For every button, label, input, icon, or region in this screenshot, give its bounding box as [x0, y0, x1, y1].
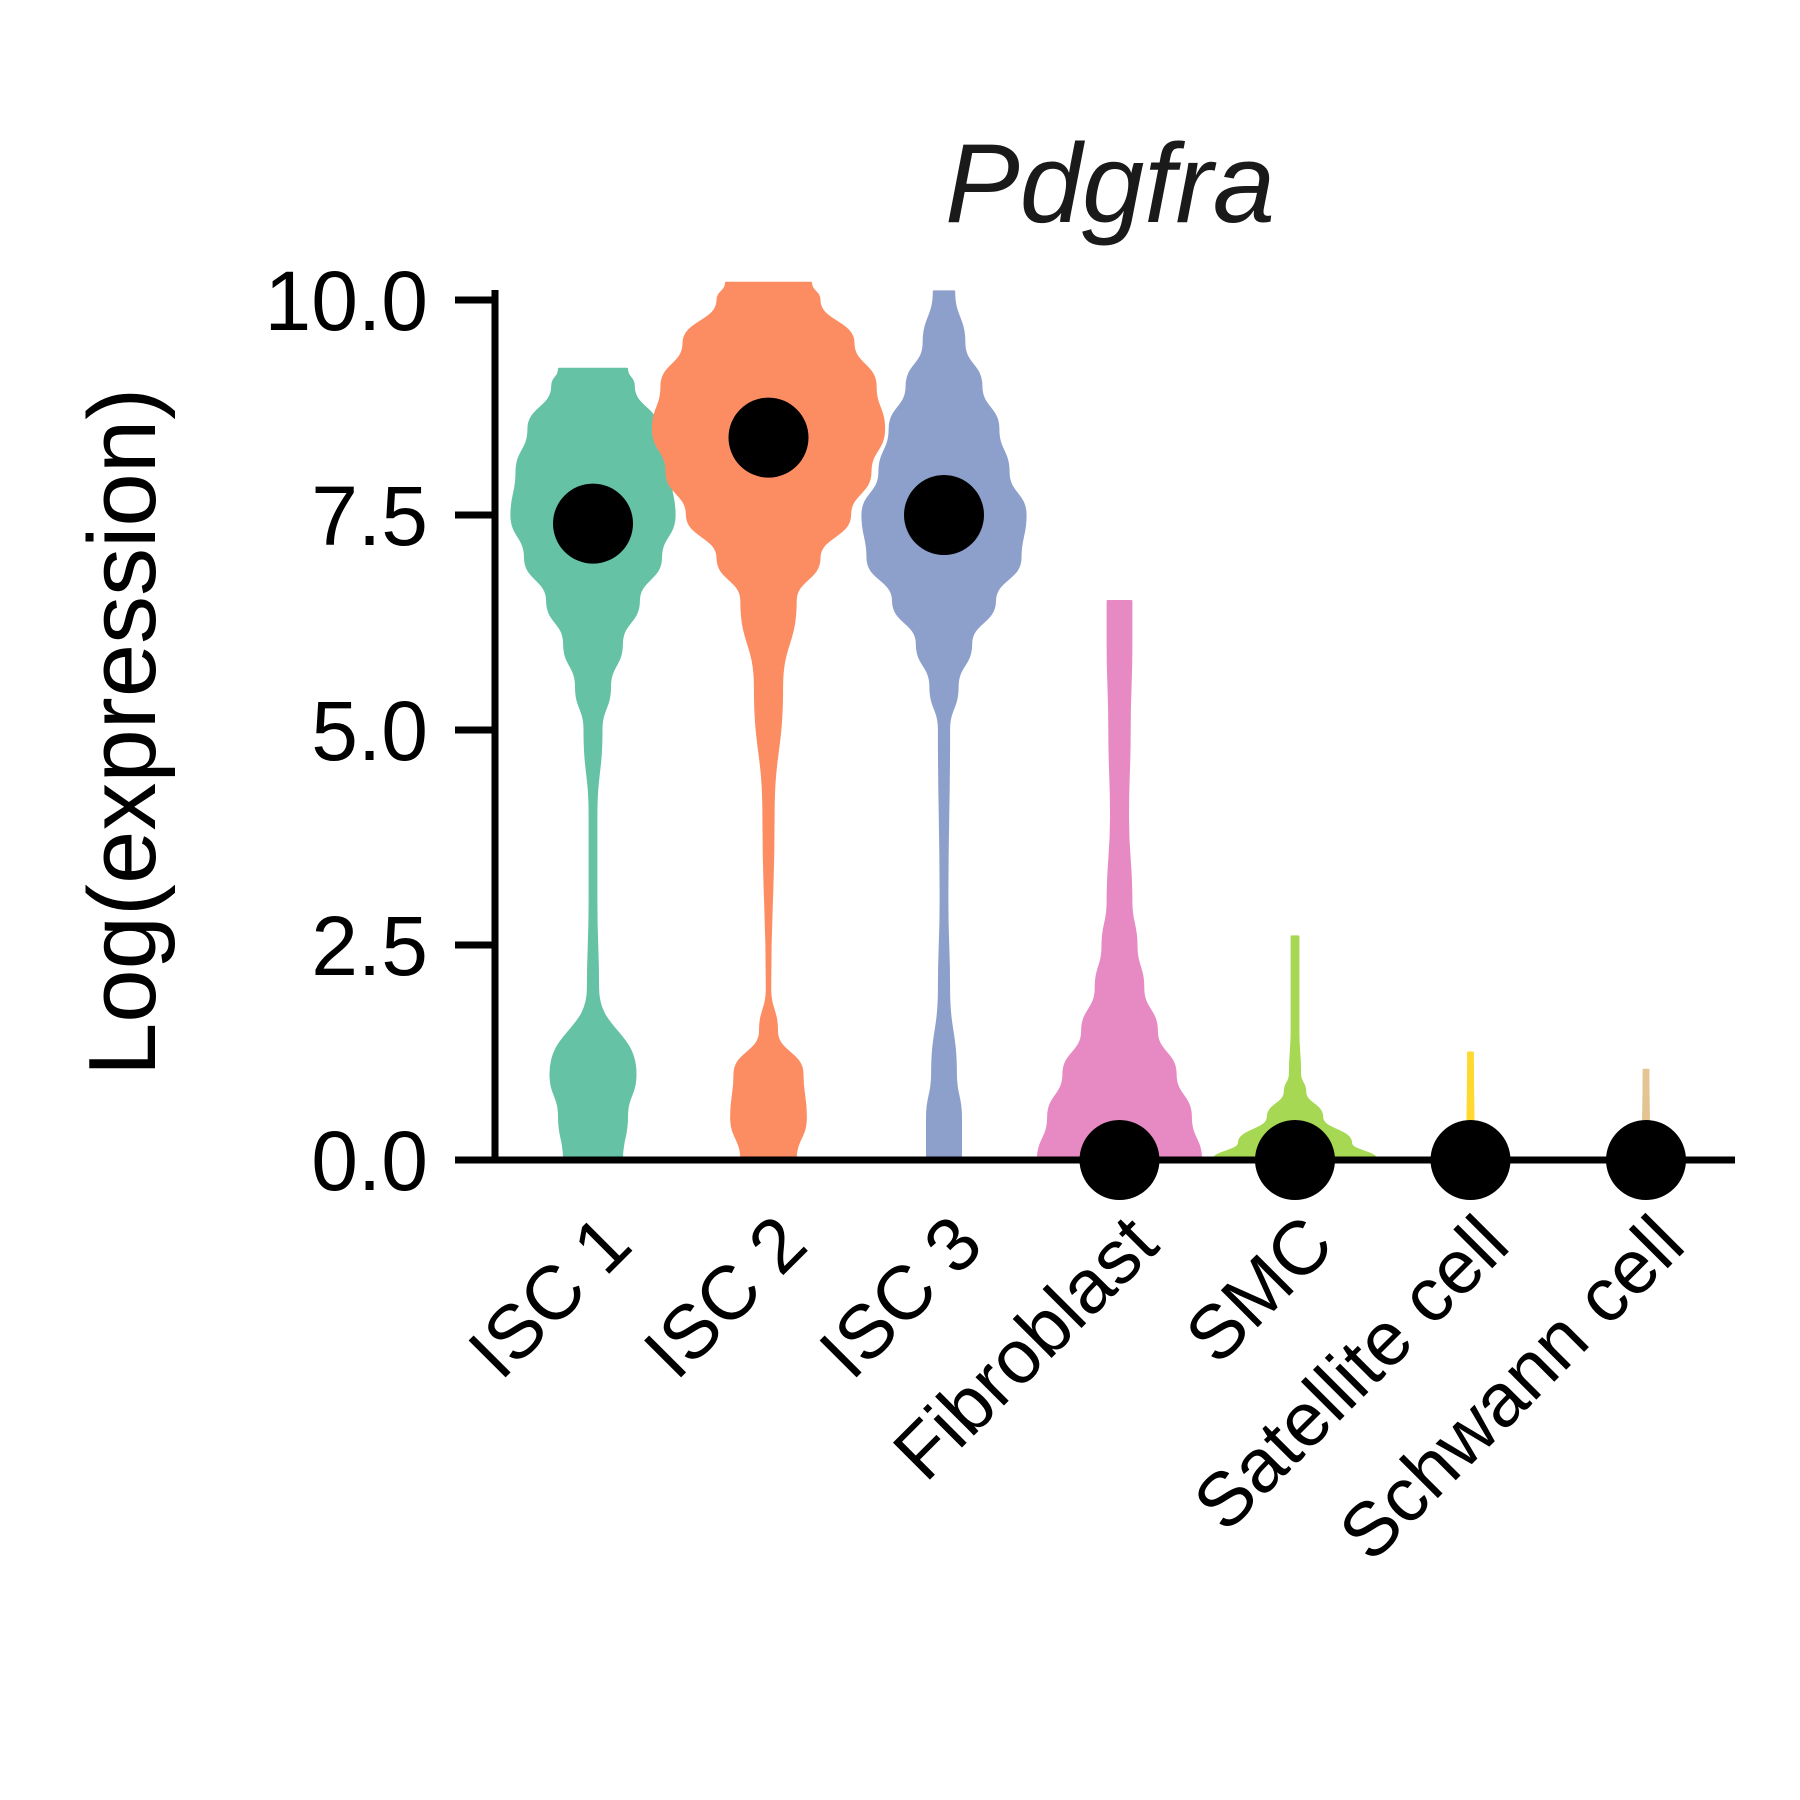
median-dot-3 — [904, 475, 984, 555]
y-tick-label-0: 0.0 — [311, 1114, 428, 1208]
violin-1 — [510, 367, 676, 1161]
x-tick-label-1: ISC 1 — [453, 1200, 648, 1395]
chart-title: Pdgfra — [945, 121, 1275, 246]
y-tick-label-4: 10.0 — [265, 254, 429, 348]
violin-group — [510, 281, 1685, 1161]
violin-5 — [1212, 935, 1378, 1161]
y-tick-label-3: 7.5 — [311, 469, 428, 563]
y-axis: 0.0 2.5 5.0 7.5 10.0 — [265, 254, 499, 1208]
y-tick-label-1: 2.5 — [311, 899, 428, 993]
violin-3 — [861, 290, 1027, 1161]
violin-4 — [1036, 600, 1203, 1161]
violin-2 — [651, 281, 886, 1161]
y-tick-label-2: 5.0 — [311, 684, 428, 778]
median-dot-1 — [553, 483, 633, 564]
x-tick-label-2: ISC 2 — [628, 1200, 823, 1395]
median-dot-2 — [728, 397, 809, 478]
y-axis-label: Log(expression) — [69, 388, 176, 1076]
